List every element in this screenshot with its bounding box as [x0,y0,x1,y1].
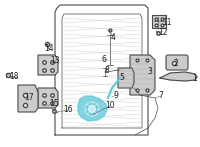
Text: 11: 11 [162,17,172,26]
Circle shape [88,106,96,112]
Text: 18: 18 [9,71,19,81]
Text: 10: 10 [105,101,115,111]
Circle shape [85,102,99,116]
Text: 8: 8 [105,66,109,75]
Text: 9: 9 [114,91,118,100]
Text: 12: 12 [158,27,168,36]
Polygon shape [160,72,197,81]
Text: 14: 14 [44,44,54,52]
Polygon shape [38,55,58,75]
Polygon shape [38,88,58,108]
Text: 6: 6 [102,55,106,64]
Text: 5: 5 [120,72,124,81]
Polygon shape [130,55,155,95]
Text: 13: 13 [50,56,60,65]
Polygon shape [18,85,38,112]
FancyBboxPatch shape [166,55,188,70]
Text: 16: 16 [63,106,73,115]
Text: 17: 17 [24,92,34,101]
Text: 1: 1 [193,74,197,82]
Text: 4: 4 [111,32,115,41]
Text: 2: 2 [174,59,178,67]
Text: 15: 15 [49,98,59,107]
Polygon shape [78,96,107,121]
FancyBboxPatch shape [152,15,166,28]
Polygon shape [118,68,134,88]
Text: 3: 3 [148,66,152,76]
Text: 7: 7 [159,91,163,101]
